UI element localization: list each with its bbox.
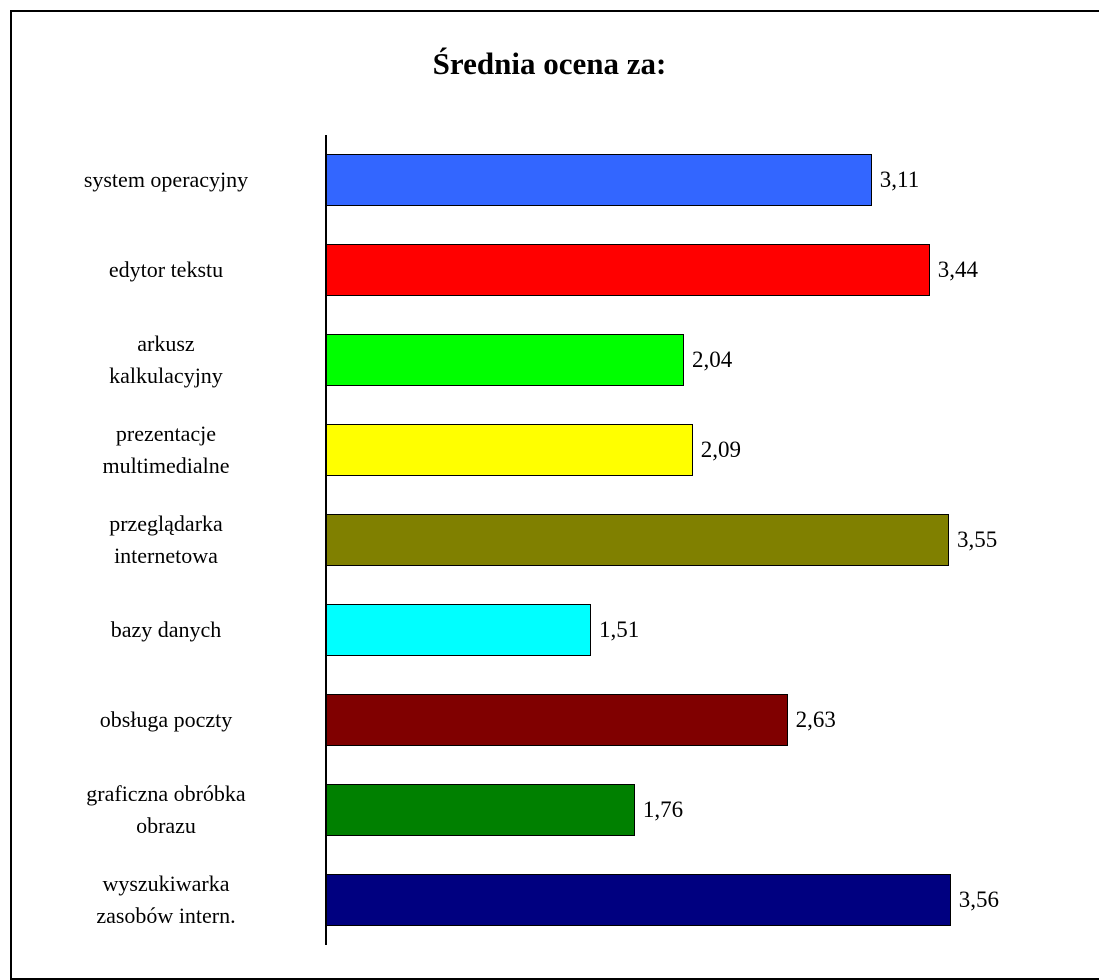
bar xyxy=(326,874,951,926)
chart-title: Średnia ocena za: xyxy=(432,46,667,81)
bar xyxy=(326,514,950,566)
value-label: 3,55 xyxy=(957,527,998,552)
bar xyxy=(326,154,872,206)
value-label: 2,63 xyxy=(795,707,836,732)
category-label: bazy danych xyxy=(110,617,222,642)
bar xyxy=(326,334,685,386)
category-label: arkusz kalkulacyjny xyxy=(109,331,223,388)
value-label: 1,51 xyxy=(599,617,640,642)
bar xyxy=(326,784,635,836)
value-label: 2,09 xyxy=(700,437,742,462)
value-label: 1,76 xyxy=(642,797,684,822)
value-label: 3,44 xyxy=(937,257,978,282)
value-label: 3,56 xyxy=(958,887,1000,912)
category-label: przeglądarka internetowa xyxy=(109,511,223,568)
category-label: edytor tekstu xyxy=(108,257,224,282)
category-label: obsługa poczty xyxy=(99,707,233,732)
category-label: prezentacje multimedialne xyxy=(102,421,230,478)
value-label: 3,11 xyxy=(879,167,920,192)
bar xyxy=(326,604,591,656)
bar xyxy=(326,244,930,296)
category-label: graficzna obróbka obrazu xyxy=(86,781,246,838)
bar xyxy=(326,694,788,746)
bar xyxy=(326,424,693,476)
category-label: system operacyjny xyxy=(83,167,249,192)
category-label: wyszukiwarka zasobów intern. xyxy=(96,871,236,928)
value-label: 2,04 xyxy=(692,347,733,372)
